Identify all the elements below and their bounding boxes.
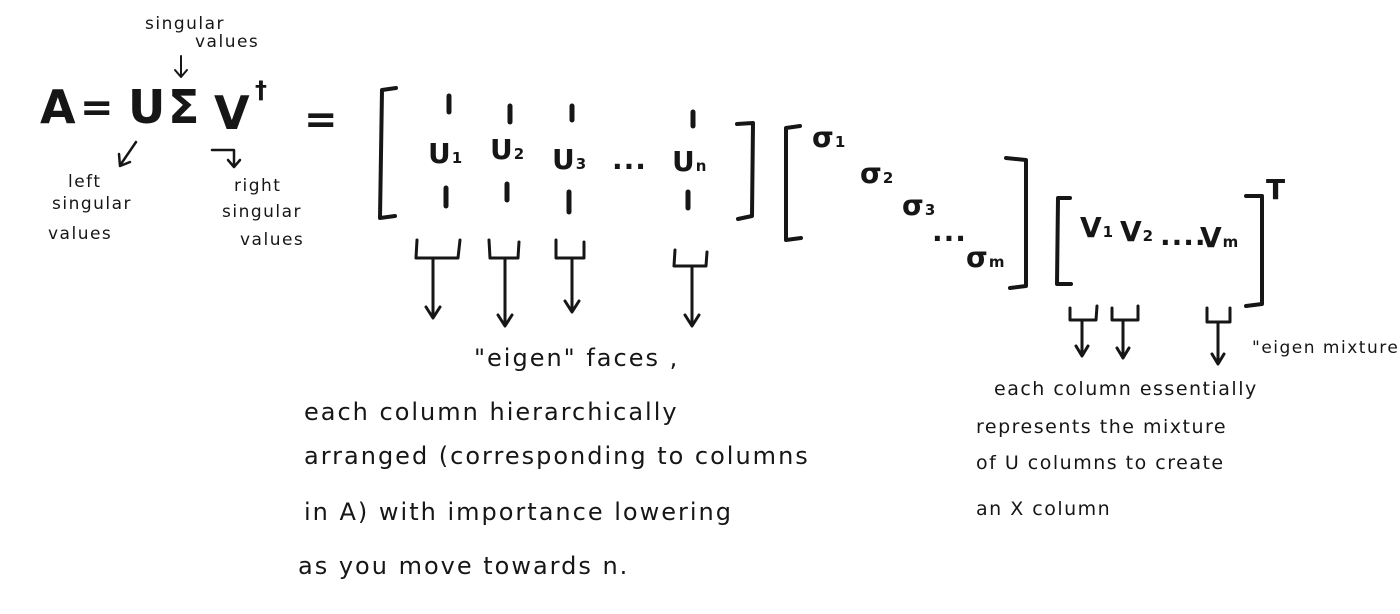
- sigma-entry-1: σ1: [812, 121, 847, 154]
- left-singular-label-line-2: singular: [52, 194, 133, 214]
- equals-sign-2: =: [304, 97, 339, 143]
- left-singular-arrow: [117, 140, 138, 168]
- u-column-3: U3: [552, 143, 588, 176]
- v-matrix-right-bracket: [1244, 194, 1264, 308]
- v-ellipsis: ....: [1160, 219, 1207, 252]
- equals-sign-1: =: [80, 85, 115, 131]
- eigen-faces-line-1: each column hierarchically: [304, 398, 679, 426]
- matrix-v-symbol: V: [214, 86, 251, 140]
- eigen-faces-line-3: in A) with importance lowering: [304, 498, 733, 526]
- u-matrix-right-bracket: [735, 121, 755, 221]
- sigma-entry-m: σm: [966, 241, 1006, 274]
- singular-values-label-line-1: singular: [145, 14, 226, 34]
- matrix-u-symbol: U: [128, 80, 167, 134]
- right-singular-label-line-2: singular: [222, 202, 303, 222]
- right-singular-label-line-1: right: [234, 176, 282, 196]
- singular-values-arrow: [174, 55, 188, 78]
- left-singular-label-line-3: values: [48, 224, 113, 244]
- dagger-superscript: †: [255, 76, 268, 104]
- u-column-2: U2: [490, 133, 526, 166]
- sigma-entry-2: σ2: [860, 157, 895, 190]
- transpose-superscript: T: [1266, 173, 1287, 206]
- eigen-faces-line-2: arranged (corresponding to columns: [304, 442, 810, 470]
- v-entry-m: Vm: [1200, 221, 1240, 254]
- matrix-a: A: [40, 80, 77, 134]
- v-column-braces: [1068, 304, 1232, 366]
- eigen-faces-line-4: as you move towards n.: [298, 552, 630, 580]
- sigma-matrix-left-bracket: [784, 124, 803, 242]
- eigen-mixtures-line-3: of U columns to create: [976, 452, 1225, 474]
- eigen-mixtures-line-2: represents the mixture: [976, 416, 1228, 438]
- u-column-ticks: [443, 93, 696, 215]
- singular-values-label-line-2: values: [195, 32, 260, 52]
- u-matrix-left-bracket: [378, 86, 398, 220]
- sigma-entry-3: σ3: [902, 189, 937, 222]
- v-entry-2: V2: [1120, 215, 1155, 248]
- eigen-mixtures-tag: "eigen mixtures": [1252, 338, 1400, 358]
- eigen-mixtures-line-4: an X column: [976, 498, 1112, 520]
- sigma-ellipsis: ...: [932, 215, 967, 248]
- matrix-sigma-symbol: Σ: [168, 80, 201, 134]
- v-matrix-left-bracket: [1055, 196, 1073, 286]
- u-column-1: U1: [428, 137, 464, 170]
- u-column-braces: [414, 238, 709, 328]
- u-ellipsis: ...: [612, 143, 647, 176]
- eigen-faces-heading: "eigen" faces ,: [474, 344, 680, 372]
- eigen-mixtures-line-1: each column essentially: [994, 378, 1258, 400]
- right-singular-label-line-3: values: [240, 230, 305, 250]
- left-singular-label-line-1: left: [68, 172, 102, 192]
- sigma-matrix-right-bracket: [1004, 156, 1028, 290]
- v-entry-1: V1: [1080, 211, 1115, 244]
- right-singular-arrow: [210, 148, 242, 169]
- u-column-n: Un: [672, 145, 708, 178]
